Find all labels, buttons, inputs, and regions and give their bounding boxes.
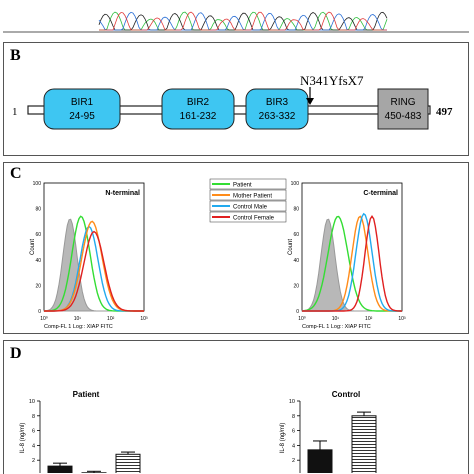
x-tick-label: 10¹ [332, 316, 340, 322]
histogram-n-terminal: N-terminal 0 20 40 60 80 100 10⁰ 10¹ 10² 10³ Count C… [30, 181, 148, 330]
y-tick-label: 20 [293, 283, 299, 289]
trace-line [99, 11, 387, 31]
histogram-curve [44, 230, 144, 312]
legend-label: Mother Patient [233, 194, 272, 200]
bar [115, 453, 141, 473]
y-tick-label: 60 [293, 232, 299, 238]
end-residue: 497 [436, 106, 453, 118]
y-axis-label: Count [30, 239, 36, 255]
bir3-name: BIR3 [266, 97, 289, 108]
x-tick-label: 10² [365, 316, 373, 322]
y-tick-label: 2 [292, 458, 295, 464]
legend-item [209, 178, 287, 190]
bar [307, 449, 333, 473]
bir1-domain [43, 88, 121, 130]
legend-label: Patient [233, 183, 252, 189]
il8-bar-charts: Patient0246810IL-8 (ng/ml) Control024681… [20, 390, 377, 473]
panel-c: C N-terminal 0 20 40 60 80 100 10⁰ 10¹ 10² 10³ Coun… [3, 162, 469, 334]
y-tick-label: 80 [293, 207, 299, 213]
y-tick-label: 10 [29, 399, 35, 405]
x-tick-label: 10¹ [74, 316, 82, 322]
y-tick-label: 0 [296, 309, 299, 315]
y-tick-label: 8 [292, 414, 295, 420]
x-tick-label: 10² [107, 316, 115, 322]
chart-title: Patient [73, 390, 100, 399]
bir2-name: BIR2 [187, 97, 210, 108]
y-tick-label: 2 [32, 458, 35, 464]
x-tick-label: 10⁰ [40, 316, 48, 322]
histogram-title: C-terminal [363, 190, 398, 197]
y-tick-label: 40 [293, 258, 299, 264]
mutation-arrowhead [306, 98, 314, 105]
y-tick-label: 0 [38, 309, 41, 315]
y-tick-label: 4 [32, 443, 35, 449]
y-tick-label: 6 [32, 429, 35, 435]
y-tick-label: 100 [33, 181, 42, 187]
panel-d: D Patient0246810IL-8 (ng/ml) Control0246… [3, 340, 469, 474]
panel-label-b: B [10, 47, 21, 64]
flow-legend: Patient Mother Patient Control Male Control… [209, 178, 287, 223]
legend-item [209, 189, 287, 201]
sequencing-trace [3, 11, 469, 33]
y-axis-label: IL-8 (ng/ml) [280, 423, 286, 454]
ring-name: RING [391, 97, 416, 108]
mutation-label: N341YfsX7 [300, 73, 364, 88]
y-tick-label: 20 [35, 283, 41, 289]
y-tick-label: 4 [292, 443, 295, 449]
isotype-control-fill [43, 218, 144, 312]
legend-label: Control Male [233, 205, 268, 211]
bir2-range: 161-232 [180, 111, 217, 122]
y-tick-label: 80 [35, 207, 41, 213]
start-residue: 1 [12, 106, 18, 118]
chart-title: Control [332, 390, 360, 399]
y-axis-label: IL-8 (ng/ml) [20, 423, 26, 454]
histogram-c-terminal: C-terminal 0 20 40 60 80 100 10⁰ 10¹ 10² 10³ Count C… [288, 181, 406, 330]
bar [351, 415, 377, 473]
ring-range: 450-483 [385, 111, 422, 122]
bar [47, 465, 73, 473]
bir3-domain [245, 88, 309, 130]
legend-item [209, 211, 287, 223]
y-tick-label: 60 [35, 232, 41, 238]
x-axis-label: Comp-FL 1 Log:: XIAP FITC [44, 324, 113, 330]
x-tick-label: 10³ [140, 316, 148, 322]
bir1-range: 24-95 [69, 111, 95, 122]
y-tick-label: 100 [291, 181, 300, 187]
y-tick-label: 10 [289, 399, 295, 405]
histogram-curve [302, 215, 402, 312]
isotype-control-fill [301, 218, 402, 312]
legend-item [209, 200, 287, 212]
bir1-name: BIR1 [71, 97, 94, 108]
x-tick-label: 10⁰ [298, 316, 306, 322]
ring-domain [377, 88, 429, 130]
legend-label: Control Female [233, 216, 275, 222]
domain-diagram: 1 497 BIR1 24-95 BIR2 161-232 BIR3 263-3… [12, 73, 453, 130]
y-tick-label: 8 [32, 414, 35, 420]
histogram-title: N-terminal [105, 190, 140, 197]
panel-b: B 1 497 BIR1 24-95 BIR2 161-232 BIR3 263… [3, 42, 469, 156]
y-axis-label: Count [288, 239, 294, 255]
panel-label-d: D [10, 345, 22, 362]
y-tick-label: 6 [292, 429, 295, 435]
panel-a [3, 0, 469, 36]
chart-patient: Patient0246810IL-8 (ng/ml) [20, 390, 141, 473]
chart-control: Control0246810IL-8 (ng/ml) [280, 390, 377, 473]
panel-label-c: C [10, 165, 22, 182]
x-tick-label: 10³ [398, 316, 406, 322]
x-axis-label: Comp-FL 1 Log:: XIAP FITC [302, 324, 371, 330]
y-tick-label: 40 [35, 258, 41, 264]
bir2-domain [161, 88, 235, 130]
bir3-range: 263-332 [259, 111, 296, 122]
